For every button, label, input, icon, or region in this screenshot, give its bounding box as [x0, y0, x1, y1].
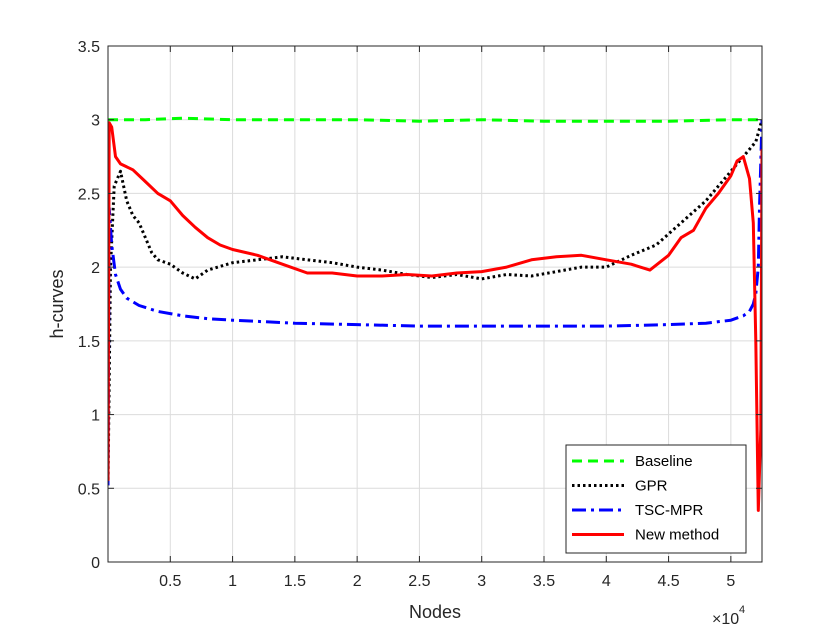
series-line-baseline	[108, 116, 762, 123]
y-tick-label: 1	[91, 408, 100, 425]
series-line-tsc-mpr	[108, 119, 762, 486]
x-tick-label: 3	[477, 573, 486, 590]
series-layer	[108, 116, 762, 512]
y-tick-label: 1.5	[78, 334, 100, 351]
x-axis-exponent-power: 4	[739, 604, 745, 616]
legend-label: TSC-MPR	[635, 502, 703, 519]
x-axis-label: Nodes	[409, 602, 461, 622]
legend-label: Baseline	[635, 453, 693, 470]
legend-label: GPR	[635, 478, 668, 495]
x-tick-label: 4.5	[657, 573, 679, 590]
tick-layer: 0.5 1 1.5 2 2.5 3 3.5 4 4.5 5 0 0.5 1 1.5 2 2.5 3 3.5	[78, 39, 762, 590]
plot-frame	[107, 45, 763, 563]
y-tick-label: 2.5	[78, 186, 100, 203]
x-tick-label: 1.5	[284, 573, 306, 590]
y-tick-label: 0	[91, 555, 100, 572]
x-tick-label: 4	[602, 573, 611, 590]
x-axis-exponent-base: ×10	[712, 611, 739, 628]
x-axis-exponent: ×10 4	[712, 604, 745, 628]
x-tick-label: 1	[228, 573, 237, 590]
legend-label: New method	[635, 527, 719, 544]
y-tick-label: 3	[91, 113, 100, 130]
series-line-new-method	[108, 121, 762, 512]
x-tick-label: 2.5	[408, 573, 430, 590]
y-tick-label: 2	[91, 260, 100, 277]
x-tick-label: 2	[353, 573, 362, 590]
y-axis-label: h-curves	[47, 269, 67, 338]
x-tick-label: 3.5	[533, 573, 555, 590]
x-tick-label: 0.5	[159, 573, 181, 590]
y-tick-label: 0.5	[78, 481, 100, 498]
legend: Baseline GPR TSC-MPR New method	[565, 444, 747, 554]
y-tick-label: 3.5	[78, 39, 100, 56]
x-tick-label: 5	[726, 573, 735, 590]
